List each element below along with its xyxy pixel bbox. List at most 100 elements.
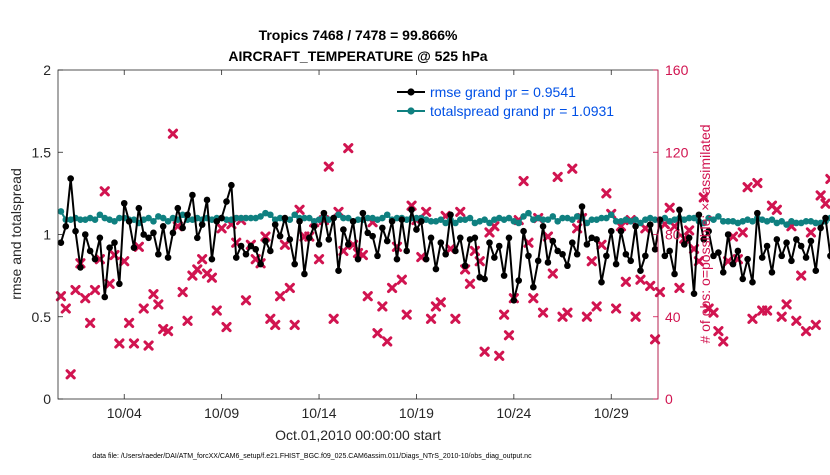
rmse-point (758, 254, 766, 261)
rmse-point (320, 209, 328, 217)
y-right-tick-label: 120 (665, 144, 689, 160)
obs-count-point (124, 317, 135, 329)
obs-count-point (401, 309, 412, 320)
obs-count-point (464, 278, 476, 289)
totalspread-point (588, 216, 596, 223)
totalspread-point (305, 214, 313, 222)
rmse-point (413, 226, 420, 233)
totalspread-point (257, 213, 264, 220)
obs-count-point (503, 330, 515, 341)
legend: rmse grand pr = 0.9541 totalspread grand… (392, 80, 646, 125)
rmse-point (159, 222, 167, 230)
obs-count-point (425, 313, 437, 324)
totalspread-point (515, 219, 523, 227)
chart-title-line2: AIRCRAFT_TEMPERATURE @ 525 hPa (228, 48, 487, 64)
totalspread-point (544, 216, 552, 223)
totalspread-point (247, 214, 255, 222)
obs-count-point (80, 293, 91, 304)
obs-count-point (591, 301, 602, 312)
x-tick-label: 10/24 (496, 405, 531, 421)
rmse-point (281, 214, 289, 222)
x-axis-label: Oct.01,2010 00:00:00 start (275, 427, 441, 443)
obs-count-point (635, 274, 646, 285)
totalspread-point (267, 211, 274, 219)
obs-count-point (421, 206, 432, 217)
obs-count-point (825, 173, 830, 185)
obs-count-point (630, 311, 641, 322)
obs-count-point (781, 299, 792, 310)
totalspread-point (768, 216, 776, 223)
totalspread-point (427, 218, 435, 225)
obs-count-point (197, 254, 208, 265)
totalspread-point (612, 218, 620, 225)
totalspread-point (486, 219, 493, 227)
rmse-point (827, 252, 830, 260)
rmse-point (101, 293, 109, 301)
rmse-point (627, 257, 635, 265)
totalspread-point (568, 216, 576, 223)
rmse-point (710, 252, 717, 260)
obs-count-point (284, 282, 295, 294)
y-left-tick-label: 0.5 (32, 309, 52, 325)
totalspread-point (159, 214, 167, 222)
totalspread-point (710, 216, 717, 223)
totalspread-point (442, 219, 449, 227)
totalspread-point (340, 214, 347, 222)
x-axis: 10/04 10/09 10/14 10/19 10/24 10/29 (107, 70, 629, 421)
obs-count-point (382, 336, 393, 347)
totalspread-point (603, 214, 610, 222)
obs-count-point (791, 315, 802, 326)
rmse-point (715, 249, 722, 256)
rmse-point (642, 252, 649, 260)
rmse-point (403, 247, 411, 255)
totalspread-point (383, 211, 391, 219)
rmse-point (573, 250, 581, 258)
rmse-point (427, 234, 435, 242)
rmse-point (364, 229, 372, 237)
obs-count-point (167, 128, 179, 139)
totalspread-point (111, 218, 118, 225)
obs-count-point (713, 326, 724, 337)
obs-count-point (85, 317, 96, 329)
rmse-point (705, 227, 712, 235)
obs-count-point (221, 321, 232, 333)
rmse-point (564, 262, 571, 270)
obs-count-point (55, 291, 67, 302)
totalspread-point (505, 214, 513, 222)
rmse-point (359, 209, 367, 217)
x-tick-label: 10/04 (107, 405, 142, 421)
y-left-tick-label: 0 (43, 391, 51, 407)
rmse-point (481, 275, 488, 283)
rmse-point (739, 275, 747, 283)
obs-count-point (752, 177, 763, 189)
obs-count-point (114, 338, 125, 349)
obs-count-point (708, 307, 719, 318)
rmse-point (749, 278, 756, 286)
obs-count-point (747, 313, 758, 324)
legend-spread-marker (407, 107, 415, 115)
rmse-point (330, 214, 337, 222)
obs-count-point (649, 334, 661, 345)
rmse-point (578, 203, 586, 210)
totalspread-point (724, 218, 732, 225)
rmse-point (340, 226, 347, 233)
rmse-point (120, 199, 128, 207)
obs-count-point (216, 223, 227, 234)
rmse-point (150, 229, 157, 237)
obs-count-point (99, 186, 110, 197)
rmse-point (262, 237, 269, 245)
obs-count-point (270, 319, 281, 331)
rmse-point (495, 242, 503, 250)
totalspread-point (91, 216, 99, 223)
rmse-point (223, 198, 230, 205)
x-tick-label: 10/09 (204, 405, 239, 421)
legend-rmse-marker (407, 88, 415, 96)
totalspread-point (452, 219, 459, 227)
obs-count-point (664, 202, 675, 213)
rmse-point (145, 234, 152, 242)
totalspread-point (437, 216, 445, 223)
obs-count-point (601, 188, 612, 199)
rmse-point (797, 242, 805, 250)
rmse-point (315, 241, 323, 248)
